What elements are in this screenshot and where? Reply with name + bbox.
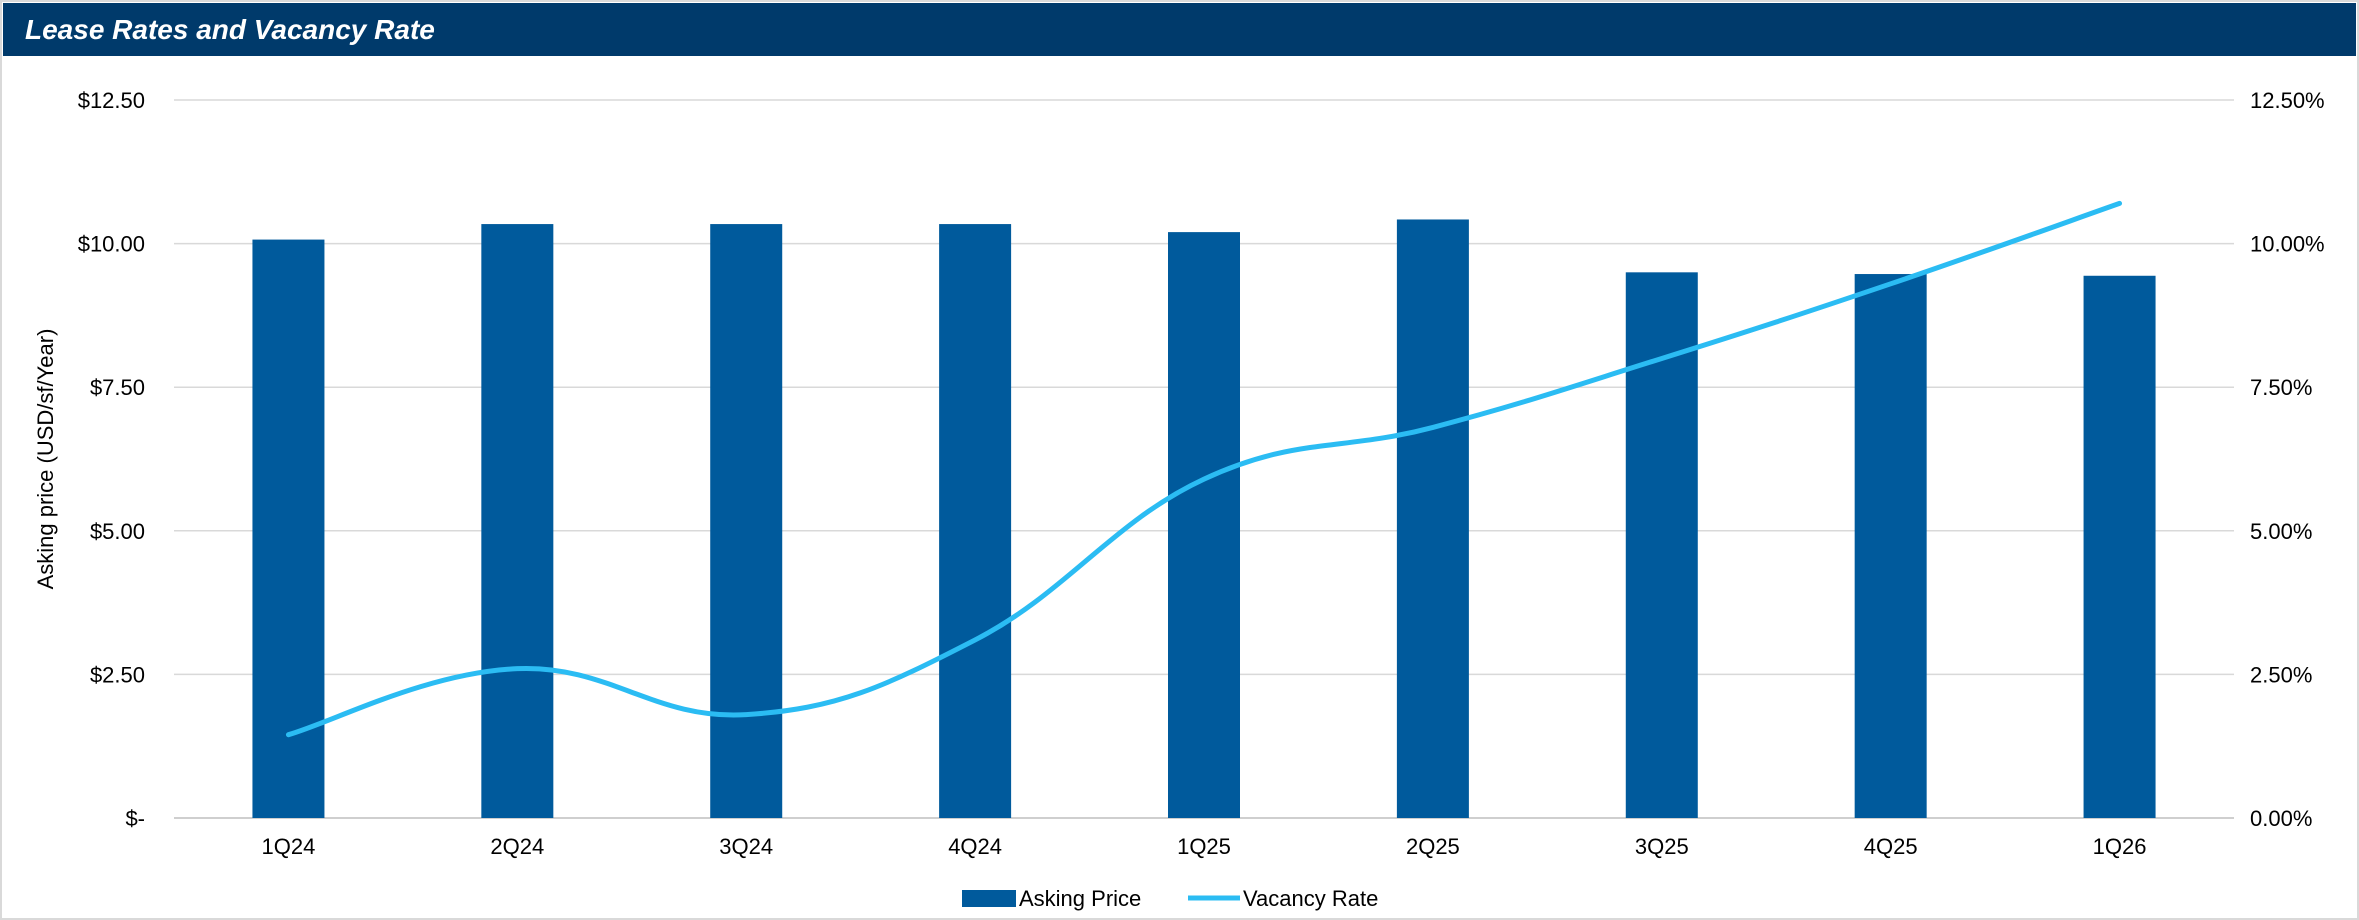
x-tick-label: 2Q25 [1406,834,1460,859]
legend-swatch-asking-price [962,890,1016,907]
y-tick-label: $12.50 [78,88,145,113]
x-tick-label: 4Q24 [948,834,1002,859]
y-tick-label: $5.00 [90,519,145,544]
y2-tick-label: 12.50% [2250,88,2325,113]
y2-tick-label: 2.50% [2250,662,2312,687]
x-tick-label: 1Q25 [1177,834,1231,859]
chart-header: Lease Rates and Vacancy Rate [3,3,2356,56]
x-tick-label: 1Q26 [2093,834,2147,859]
chart-title: Lease Rates and Vacancy Rate [25,14,435,45]
y2-tick-label: 5.00% [2250,519,2312,544]
legend-label-asking-price: Asking Price [1019,886,1141,911]
y-tick-label: $2.50 [90,662,145,687]
bar-asking-price [2083,275,2156,819]
y2-tick-label: 10.00% [2250,232,2325,257]
y-tick-label: $10.00 [78,232,145,257]
bar-asking-price [939,224,1012,818]
y2-tick-label: 7.50% [2250,375,2312,400]
y-axis-title: Asking price (USD/sf/Year) [33,329,58,590]
line-vacancy-rate [285,200,2123,738]
bar-asking-price [710,224,783,818]
bar-asking-price [1396,219,1469,818]
x-tick-label: 3Q24 [719,834,773,859]
x-tick-label: 1Q24 [262,834,316,859]
bar-asking-price [1854,274,1927,818]
x-tick-label: 4Q25 [1864,834,1918,859]
y-tick-label: $- [125,806,145,831]
bar-asking-price [252,239,325,818]
x-tick-label: 3Q25 [1635,834,1689,859]
y-tick-label: $7.50 [90,375,145,400]
bar-asking-price [481,224,554,818]
y2-tick-label: 0.00% [2250,806,2312,831]
legend-label-vacancy-rate: Vacancy Rate [1243,886,1378,911]
bar-asking-price [1625,272,1698,818]
x-tick-label: 2Q24 [490,834,544,859]
bar-asking-price [1168,232,1240,818]
